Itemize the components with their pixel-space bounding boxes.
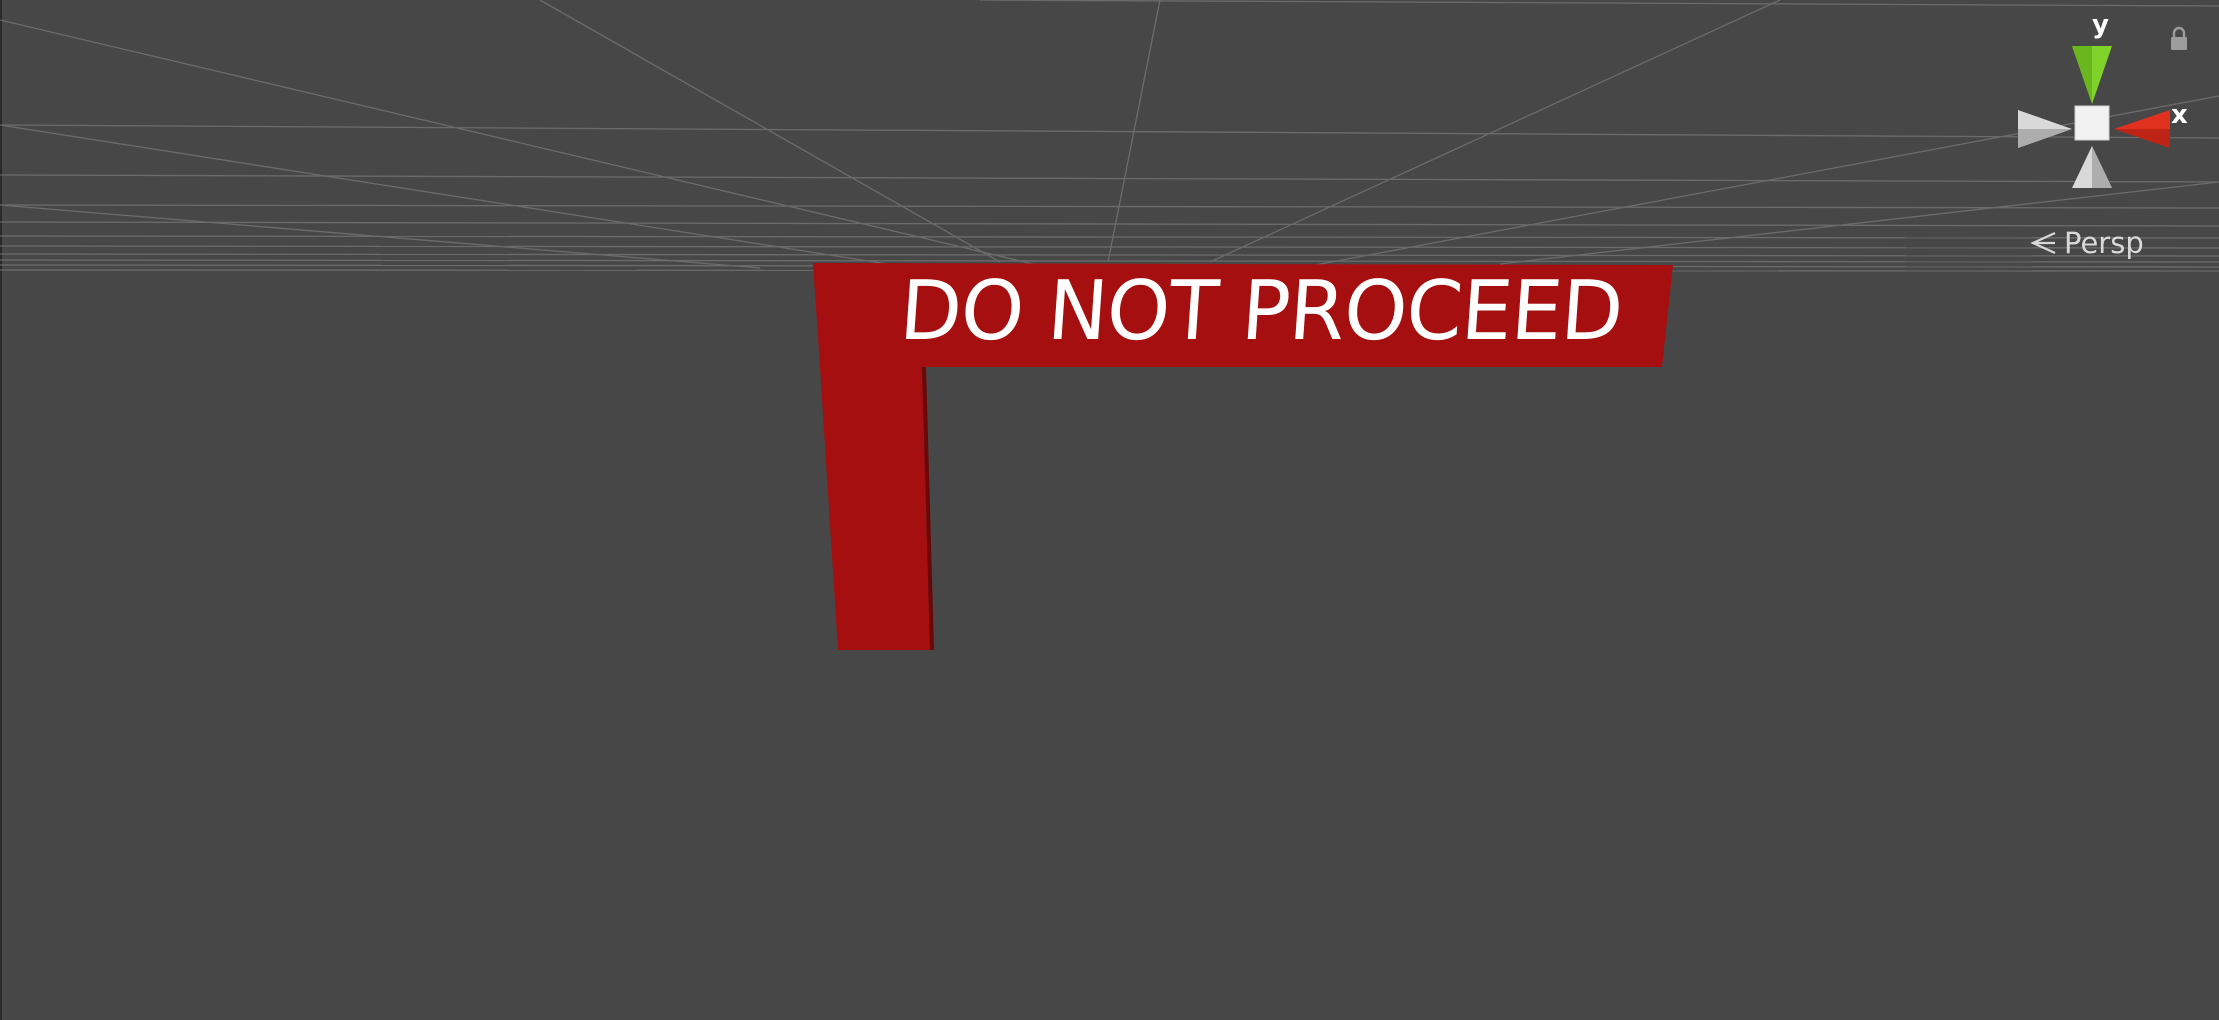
gizmo-x-label: x xyxy=(2171,100,2188,130)
perspective-icon xyxy=(2030,231,2056,255)
perspective-label: Persp xyxy=(2064,226,2144,260)
viewport-border xyxy=(0,0,2,1020)
gizmo-center-cube[interactable] xyxy=(2074,105,2110,141)
sign-post-shadow xyxy=(922,367,934,650)
perspective-toggle[interactable]: Persp xyxy=(2030,225,2144,261)
sign-text: DO NOT PROCEED xyxy=(896,264,1626,359)
sign-banner xyxy=(813,263,1673,650)
orientation-gizmo[interactable]: y x xyxy=(2008,8,2208,198)
gizmo-y-label: y xyxy=(2092,10,2109,40)
lock-icon[interactable] xyxy=(2168,26,2190,52)
